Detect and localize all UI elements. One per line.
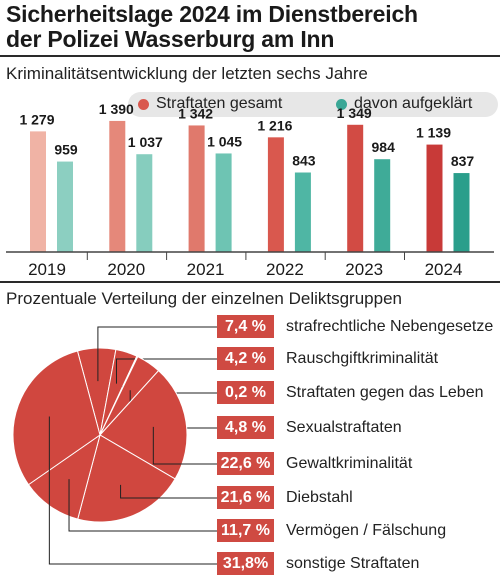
x-tick-2022: 2022 — [266, 260, 304, 279]
pie-value-label: 21,6 % — [217, 486, 274, 509]
bar-label-total-2022: 1 216 — [257, 117, 292, 133]
headline-line-1: Sicherheitslage 2024 im Dienstbereich — [6, 1, 418, 27]
legend-dot-solved — [336, 98, 347, 110]
legend-item-solved: davon aufgeklärt — [336, 95, 472, 113]
legend-label-solved: davon aufgeklärt — [354, 95, 473, 112]
pie-value-label: 22,6 % — [217, 452, 274, 475]
pie-category-label: Vermögen / Fälschung — [286, 522, 447, 539]
bar-total-2022 — [267, 137, 284, 252]
legend-dot-total — [138, 98, 149, 110]
bar-total-2023 — [347, 124, 364, 252]
top-divider — [0, 55, 500, 57]
headline: Sicherheitslage 2024 im Dienstbereich de… — [6, 2, 496, 52]
bar-solved-2020 — [136, 154, 153, 252]
pie-leader-7 — [48, 416, 217, 565]
bar-label-solved-2024: 837 — [451, 153, 475, 169]
bar-solved-2021 — [215, 153, 232, 252]
headline-line-2: der Polizei Wasserburg am Inn — [6, 26, 335, 52]
bar-label-total-2024: 1 139 — [416, 125, 451, 141]
pie-leader-6 — [68, 479, 217, 532]
bar-total-2020 — [109, 120, 126, 252]
pie-leader-4 — [152, 426, 217, 465]
x-tick-2019: 2019 — [28, 260, 66, 279]
pie-category-label: Straftaten gegen das Leben — [286, 384, 484, 401]
pie-category-label: Sexualstraftaten — [286, 419, 402, 436]
pie-slice-7 — [12, 350, 101, 486]
bar-label-total-2021: 1 342 — [178, 105, 213, 121]
pie-value-label: 7,4 % — [217, 315, 274, 338]
bar-label-solved-2023: 984 — [372, 139, 396, 155]
bar-label-total-2020: 1 390 — [99, 101, 134, 117]
bar-label-solved-2019: 959 — [54, 142, 78, 158]
pie-value-label: 0,2 % — [217, 381, 274, 404]
pie-category-label: Rauschgiftkriminalität — [286, 350, 439, 367]
x-tick-2023: 2023 — [345, 260, 383, 279]
pie-value-label: 4,8 % — [217, 416, 274, 439]
bar-chart-title: Kriminalitätsentwicklung der letzten sec… — [6, 64, 368, 83]
pie-chart-title: Prozentuale Verteilung der einzelnen Del… — [6, 289, 402, 308]
bar-chart-legend: Straftaten gesamt davon aufgeklärt — [128, 92, 498, 117]
x-tick-2021: 2021 — [187, 260, 225, 279]
bar-label-total-2023: 1 349 — [337, 105, 372, 121]
bar-label-total-2019: 1 279 — [19, 111, 54, 127]
bar-solved-2019 — [57, 161, 73, 252]
x-tick-2020: 2020 — [107, 260, 145, 279]
bar-solved-2022 — [294, 172, 311, 252]
pie-slice-5 — [77, 434, 176, 523]
bar-label-solved-2021: 1 045 — [207, 133, 242, 149]
legend-label-total: Straftaten gesamt — [156, 95, 283, 112]
bar-label-solved-2020: 1 037 — [128, 134, 163, 150]
bar-total-2024 — [426, 144, 443, 252]
pie-leader-5 — [120, 484, 217, 499]
pie-value-label: 11,7 % — [217, 519, 274, 542]
bar-solved-2023 — [374, 159, 391, 252]
pie-leader-0 — [97, 326, 217, 382]
pie-category-label: Diebstahl — [286, 489, 353, 506]
bar-label-solved-2022: 843 — [292, 153, 316, 169]
pie-category-label: Gewaltkriminalität — [286, 455, 413, 472]
pie-leader-1 — [115, 358, 217, 384]
bar-total-2021 — [188, 125, 205, 252]
bar-solved-2024 — [453, 173, 470, 252]
pie-category-label: strafrechtliche Nebengesetze — [286, 318, 494, 335]
legend-item-total: Straftaten gesamt — [138, 95, 282, 113]
x-tick-2024: 2024 — [425, 260, 463, 279]
middle-divider — [0, 281, 500, 283]
pie-value-label: 31,8% — [217, 552, 274, 575]
pie-value-label: 4,2 % — [217, 347, 274, 370]
pie-category-label: sonstige Straftaten — [286, 555, 420, 572]
bar-total-2019 — [30, 131, 46, 252]
pie-slice-4 — [99, 369, 188, 480]
